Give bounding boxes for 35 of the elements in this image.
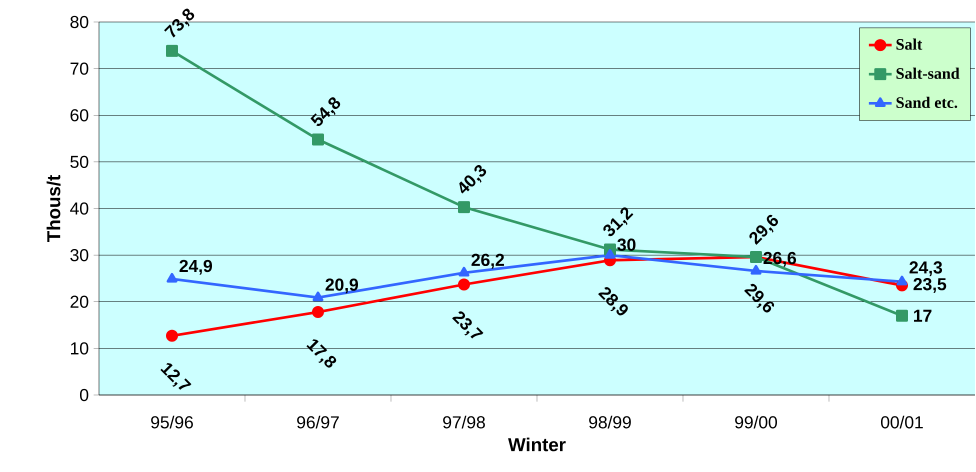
y-tick-label: 40 bbox=[70, 202, 88, 215]
y-tick-label: 60 bbox=[70, 109, 88, 122]
data-label: 24,9 bbox=[180, 260, 212, 275]
y-tick-label: 0 bbox=[80, 388, 88, 402]
data-label: 24,3 bbox=[910, 261, 942, 276]
legend-label: Salt-sand bbox=[896, 68, 960, 79]
data-label: 29,6 bbox=[744, 284, 774, 312]
data-label: 40,3 bbox=[459, 164, 486, 194]
legend-label: Sand etc. bbox=[896, 96, 958, 108]
y-tick-label: 50 bbox=[70, 156, 88, 168]
data-label: 28,9 bbox=[598, 287, 628, 316]
data-label: 54,8 bbox=[310, 97, 340, 126]
data-label: 30 bbox=[617, 238, 636, 251]
legend-label: Salt bbox=[896, 38, 922, 50]
data-label: 73,8 bbox=[164, 8, 194, 38]
data-label: 20,9 bbox=[326, 278, 358, 294]
y-tick-label: 10 bbox=[70, 342, 88, 355]
y-tick-label: 30 bbox=[70, 248, 88, 262]
x-tick-label: 97/98 bbox=[443, 416, 485, 428]
x-axis-title: Winter bbox=[508, 438, 566, 452]
y-tick-label: 80 bbox=[70, 16, 88, 28]
data-label: 17,8 bbox=[306, 339, 336, 368]
data-label: 23,7 bbox=[452, 311, 484, 338]
y-tick-label: 20 bbox=[70, 296, 88, 308]
x-tick-label: 96/97 bbox=[297, 416, 339, 428]
data-label: 26,2 bbox=[472, 254, 504, 269]
x-tick-label: 98/99 bbox=[589, 416, 631, 428]
data-label: 23,5 bbox=[914, 278, 946, 293]
y-axis-title: Thous/t bbox=[46, 175, 61, 242]
x-tick-label: 95/96 bbox=[151, 416, 193, 428]
y-tick-label: 70 bbox=[70, 62, 88, 75]
x-tick-label: 99/00 bbox=[735, 416, 778, 428]
x-tick-label: 00/01 bbox=[880, 416, 923, 428]
data-label: 12,7 bbox=[160, 363, 192, 390]
data-label: 17 bbox=[914, 310, 932, 322]
